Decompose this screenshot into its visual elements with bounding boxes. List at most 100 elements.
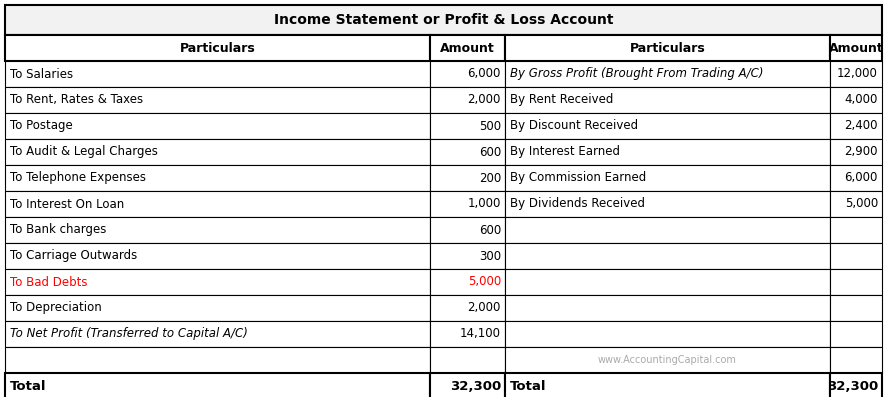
Bar [829,217,881,243]
Text: Amount: Amount [828,42,882,54]
Text: 6,000: 6,000 [467,67,501,81]
Bar [5,347,430,373]
Text: Income Statement or Profit & Loss Account: Income Statement or Profit & Loss Accoun… [274,13,612,27]
Bar [829,165,881,191]
Bar [5,373,430,397]
Text: To Audit & Legal Charges: To Audit & Legal Charges [10,145,158,158]
Text: By Gross Profit (Brought From Trading A/C): By Gross Profit (Brought From Trading A/… [509,67,763,81]
Text: www.AccountingCapital.com: www.AccountingCapital.com [597,355,736,365]
Bar [829,295,881,321]
Text: 2,000: 2,000 [467,94,501,106]
Bar [430,243,504,269]
Bar [829,191,881,217]
Text: 4,000: 4,000 [843,94,877,106]
Bar [430,139,504,165]
Bar [5,165,430,191]
Bar [5,191,430,217]
Bar [5,243,430,269]
Bar [5,269,430,295]
Text: 5,000: 5,000 [467,276,501,289]
Bar [504,269,829,295]
Bar [5,295,430,321]
Text: 600: 600 [478,224,501,237]
Text: Particulars: Particulars [629,42,704,54]
Bar [829,113,881,139]
Text: By Interest Earned: By Interest Earned [509,145,619,158]
Text: 500: 500 [478,119,501,133]
Bar [504,165,829,191]
Bar [5,139,430,165]
Text: To Bad Debts: To Bad Debts [10,276,88,289]
Bar [5,217,430,243]
Text: Total: Total [509,380,546,393]
Text: 14,100: 14,100 [460,328,501,341]
Text: 32,300: 32,300 [449,380,501,393]
Bar [504,321,829,347]
Bar [5,87,430,113]
Text: Total: Total [10,380,46,393]
Text: By Discount Received: By Discount Received [509,119,637,133]
Bar [829,243,881,269]
Text: By Commission Earned: By Commission Earned [509,172,646,185]
Bar [504,139,829,165]
Bar [829,373,881,397]
Text: To Bank charges: To Bank charges [10,224,106,237]
Bar [829,87,881,113]
Bar [504,87,829,113]
Text: By Dividends Received: By Dividends Received [509,197,644,210]
Bar [504,191,829,217]
Text: Amount: Amount [439,42,494,54]
Text: 32,300: 32,300 [826,380,877,393]
Text: Particulars: Particulars [180,42,255,54]
Text: 2,000: 2,000 [467,301,501,314]
Bar [430,191,504,217]
Text: 200: 200 [478,172,501,185]
Bar [504,35,829,61]
Bar [430,295,504,321]
Bar [504,347,829,373]
Bar [5,61,430,87]
Bar [430,61,504,87]
Text: To Depreciation: To Depreciation [10,301,102,314]
Bar [5,113,430,139]
Text: 2,900: 2,900 [843,145,877,158]
Bar [5,35,430,61]
Bar [829,347,881,373]
Bar [504,113,829,139]
Bar [430,321,504,347]
Bar [504,61,829,87]
Bar [5,321,430,347]
Text: To Telephone Expenses: To Telephone Expenses [10,172,146,185]
Text: 600: 600 [478,145,501,158]
Bar [5,5,881,35]
Text: To Net Profit (Transferred to Capital A/C): To Net Profit (Transferred to Capital A/… [10,328,247,341]
Bar [430,269,504,295]
Text: 2,400: 2,400 [843,119,877,133]
Bar [829,61,881,87]
Bar [430,373,504,397]
Bar [504,295,829,321]
Bar [504,243,829,269]
Bar [430,35,504,61]
Text: 1,000: 1,000 [467,197,501,210]
Text: To Postage: To Postage [10,119,73,133]
Bar [430,87,504,113]
Bar [430,217,504,243]
Text: 5,000: 5,000 [843,197,877,210]
Bar [829,269,881,295]
Bar [829,139,881,165]
Bar [504,373,829,397]
Text: To Salaries: To Salaries [10,67,73,81]
Bar [829,35,881,61]
Text: To Rent, Rates & Taxes: To Rent, Rates & Taxes [10,94,143,106]
Text: To Interest On Loan: To Interest On Loan [10,197,124,210]
Text: By Rent Received: By Rent Received [509,94,613,106]
Bar [829,321,881,347]
Bar [430,113,504,139]
Bar [430,165,504,191]
Bar [504,217,829,243]
Text: To Carriage Outwards: To Carriage Outwards [10,249,137,262]
Bar [430,347,504,373]
Text: 6,000: 6,000 [843,172,877,185]
Text: 300: 300 [478,249,501,262]
